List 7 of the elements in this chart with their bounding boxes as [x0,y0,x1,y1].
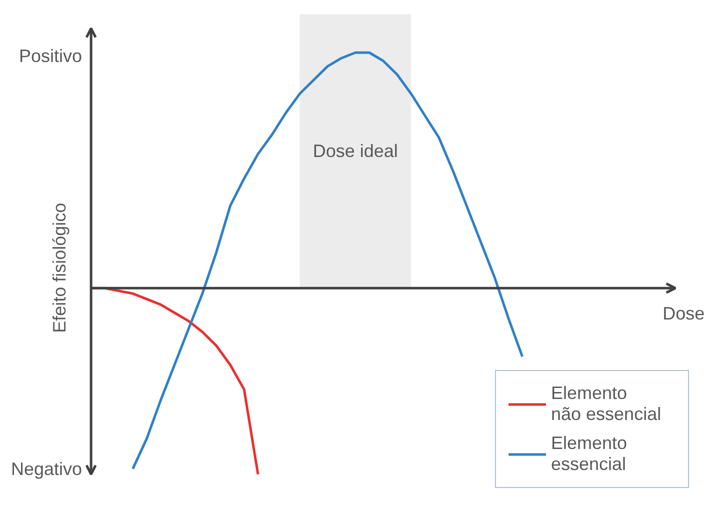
series-label: Dose ideal [312,141,398,162]
legend-label: Elemento essencial [551,433,628,475]
text: Positivo [18,46,82,66]
text: Negativo [10,459,82,480]
y-axis-title: Efeito fisiológico [49,202,70,333]
x-axis-title: Dose [662,303,705,324]
legend-label: Elemento não essencial [551,383,662,425]
